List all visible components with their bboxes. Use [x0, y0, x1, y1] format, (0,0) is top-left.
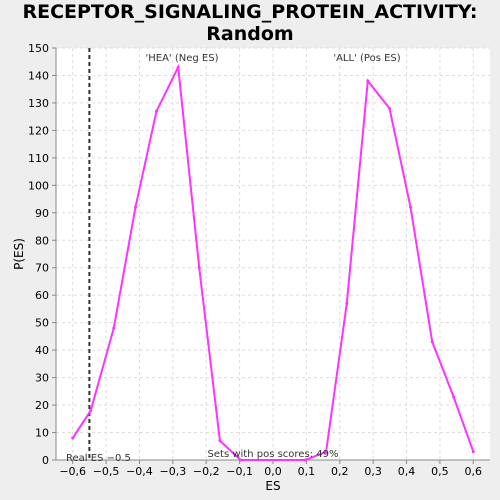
data-point [303, 458, 307, 462]
y-tick-label: 40 [35, 344, 49, 357]
x-tick-label: 0,6 [465, 465, 483, 478]
real-es-label: Real ES −0.5 [66, 453, 131, 464]
neg-es-label: 'HEA' (Neg ES) [146, 53, 219, 64]
y-tick-label: 50 [35, 317, 49, 330]
series-points [71, 65, 475, 462]
x-tick-label: −0,3 [159, 465, 186, 478]
x-tick-label: 0,2 [331, 465, 349, 478]
pos-es-label: 'ALL' (Pos ES) [333, 53, 400, 64]
data-point [133, 205, 137, 209]
chart-title-line1: RECEPTOR_SIGNALING_PROTEIN_ACTIVITY: Ran… [22, 1, 478, 45]
y-tick-label: 150 [28, 42, 49, 55]
data-point [409, 205, 413, 209]
data-point [366, 79, 370, 83]
x-tick-label: −0,6 [59, 465, 86, 478]
y-tick-label: 140 [28, 69, 49, 82]
y-tick-label: 30 [35, 372, 49, 385]
series-line [71, 63, 475, 461]
y-tick-label: 60 [35, 289, 49, 302]
data-point [388, 106, 392, 110]
data-point [176, 65, 180, 69]
y-tick-label: 80 [35, 234, 49, 247]
x-ticks: −0,6 −0,5 −0,4 −0,3 −0,2 −0,1 0,0 0,1 0,2 0,3 0,4 0… [59, 460, 482, 478]
x-tick-label: 0,4 [398, 465, 416, 478]
data-point [154, 109, 158, 113]
y-tick-label: 100 [28, 179, 49, 192]
y-tick-label: 130 [28, 97, 49, 110]
data-point [452, 395, 456, 399]
x-axis-title: ES [265, 479, 280, 493]
x-tick-label: 0,0 [264, 465, 282, 478]
data-point [430, 340, 434, 344]
data-point [89, 409, 93, 413]
data-point [71, 436, 75, 440]
x-tick-label: 0,5 [431, 465, 449, 478]
grid [56, 47, 490, 461]
y-ticks: 0 10 20 30 40 50 60 70 80 90 100 110 120 130 140 150 [28, 42, 56, 467]
data-point [239, 458, 243, 462]
y-tick-label: 70 [35, 262, 49, 275]
y-tick-label: 20 [35, 399, 49, 412]
y-tick-label: 0 [42, 454, 49, 467]
x-tick-label: −0,5 [93, 465, 120, 478]
x-tick-label: −0,2 [193, 465, 220, 478]
y-axis-title: P(ES) [12, 238, 26, 270]
data-point [197, 266, 201, 270]
y-tick-label: 10 [35, 427, 49, 440]
x-tick-label: 0,3 [364, 465, 382, 478]
data-point [471, 450, 475, 454]
x-tick-label: −0,1 [226, 465, 253, 478]
x-tick-label: 0,1 [298, 465, 316, 478]
y-tick-label: 120 [28, 124, 49, 137]
data-point [218, 439, 222, 443]
data-point [324, 450, 328, 454]
x-tick-label: −0,4 [126, 465, 153, 478]
pos-scores-label: Sets with pos scores: 49% [208, 449, 339, 460]
y-tick-label: 110 [28, 152, 49, 165]
data-point [112, 326, 116, 330]
y-tick-label: 90 [35, 207, 49, 220]
data-point [345, 301, 349, 305]
